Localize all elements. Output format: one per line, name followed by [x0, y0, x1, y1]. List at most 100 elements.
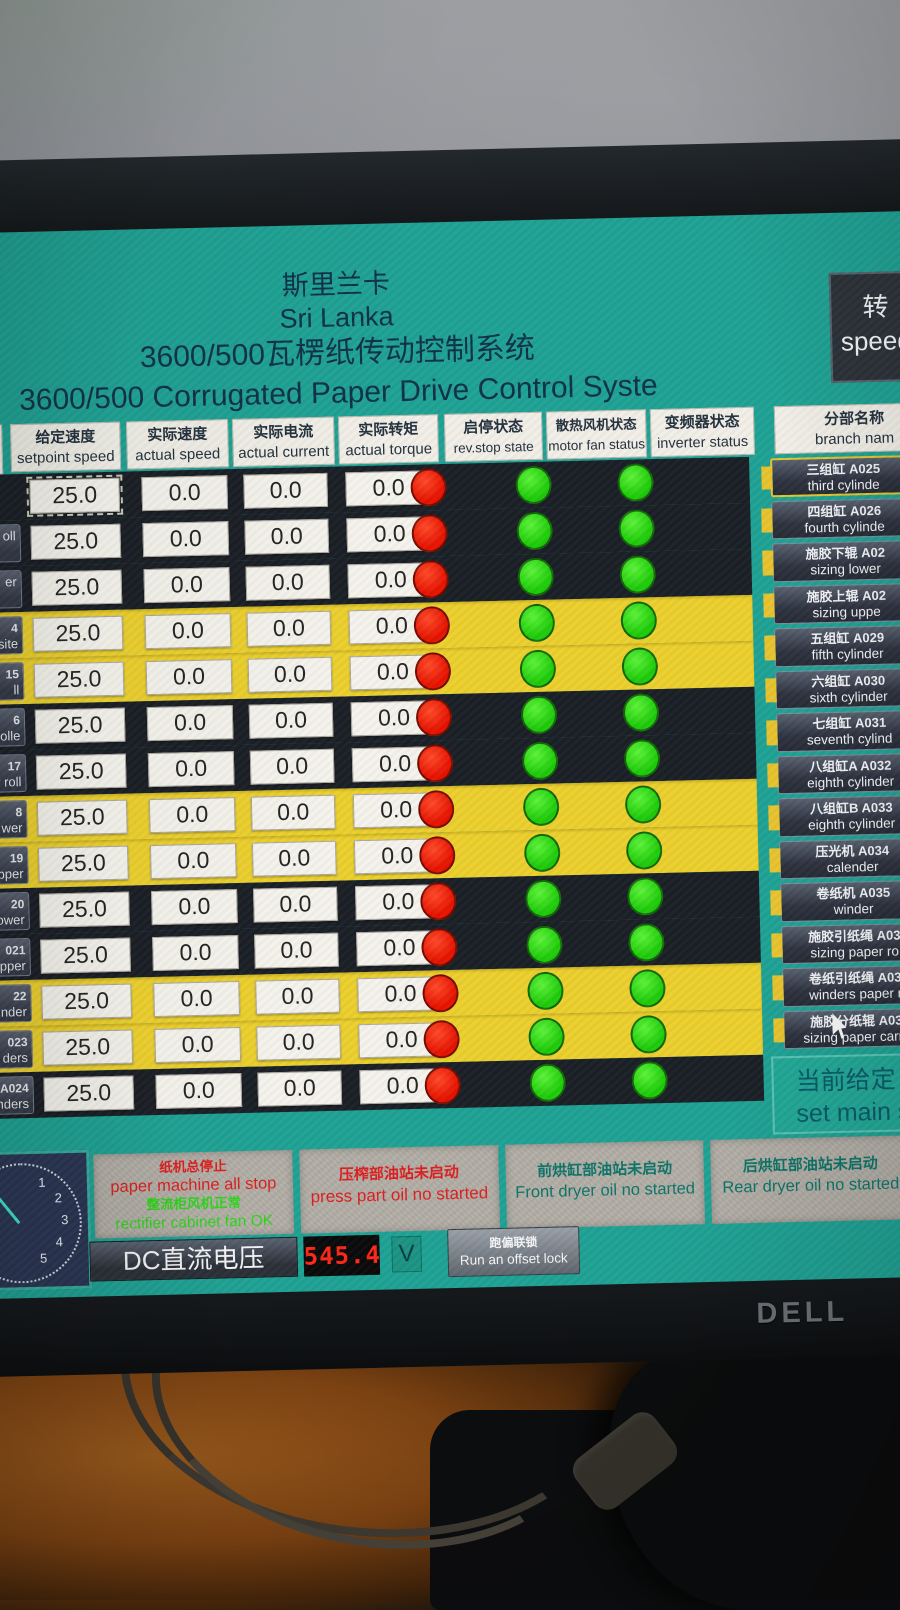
- inverter-indicator: [618, 509, 656, 548]
- left-branch-partial-button[interactable]: 19 pper: [0, 845, 29, 886]
- branch-name-en: calender: [826, 858, 879, 875]
- branch-name-zh: 施胶下辊 A02: [805, 544, 886, 562]
- clock-number: 1: [38, 1174, 46, 1190]
- actual-current-value: 0.0: [250, 794, 336, 831]
- column-header-actual-speed: 实际速度 actual speed: [125, 419, 230, 470]
- setpoint-speed-field[interactable]: 25.0: [36, 799, 128, 836]
- setpoint-speed-field[interactable]: 25.0: [26, 474, 124, 518]
- offset-lock-label-en: Run an offset lock: [459, 1250, 568, 1268]
- setpoint-speed-field[interactable]: 25.0: [33, 661, 125, 698]
- motor-fan-indicator: [520, 695, 558, 735]
- speed-button[interactable]: 转 speed: [828, 270, 900, 383]
- actual-current-value: 0.0: [243, 472, 329, 509]
- branch-name-button[interactable]: 五组缸 A029 fifth cylinder: [774, 624, 900, 667]
- left-branch-partial-button[interactable]: 023 ders: [0, 1029, 34, 1070]
- setpoint-speed-field[interactable]: 25.0: [43, 1075, 135, 1112]
- actual-current-value: 0.0: [248, 702, 334, 739]
- inverter-indicator: [623, 739, 661, 778]
- branch-name-button[interactable]: 施胶下辊 A02 sizing lower: [772, 539, 900, 582]
- motor-fan-indicator: [523, 833, 561, 873]
- dell-logo: DELL: [756, 1295, 849, 1330]
- actual-current-value: 0.0: [249, 748, 335, 785]
- left-branch-partial-code: [0, 482, 14, 484]
- rev-stop-indicator: [416, 743, 454, 783]
- left-branch-partial-button[interactable]: A024 linders: [0, 1075, 35, 1116]
- rev-stop-indicator: [421, 927, 458, 967]
- setpoint-speed-field[interactable]: 25.0: [41, 983, 133, 1020]
- actual-speed-value: 0.0: [152, 935, 239, 972]
- branch-name-button[interactable]: 七组缸 A031 seventh cylind: [776, 709, 900, 752]
- actual-current-value: 0.0: [254, 932, 339, 969]
- setpoint-speed-field[interactable]: 25.0: [40, 937, 131, 974]
- branch-name-button[interactable]: 八组缸A A032 eighth cylinder: [777, 752, 900, 795]
- setpoint-speed-field[interactable]: 25.0: [42, 1029, 134, 1066]
- branch-name-button[interactable]: 四组缸 A026 fourth cylinde: [771, 497, 900, 540]
- actual-speed-value: 0.0: [146, 705, 234, 742]
- front-dryer-oil-status-panel: 前烘缸部油站未启动 Front dryer oil no started: [504, 1140, 706, 1229]
- left-branch-partial-button[interactable]: 8 wer: [0, 799, 28, 840]
- branch-name-en: fifth cylinder: [811, 645, 884, 663]
- branch-name-button[interactable]: 施胶上辊 A02 sizing uppe: [773, 582, 900, 625]
- column-header-actual-current: 实际电流 actual current: [231, 416, 336, 468]
- setpoint-speed-field[interactable]: 25.0: [39, 891, 130, 928]
- actual-speed-value: 0.0: [149, 843, 237, 880]
- actual-speed-value: 0.0: [155, 1073, 243, 1110]
- setpoint-speed-field[interactable]: 25.0: [32, 615, 124, 652]
- branch-name-en: seventh cylind: [806, 730, 893, 748]
- branch-name-button[interactable]: 六组缸 A030 sixth cylinder: [775, 667, 900, 710]
- left-branch-partial-button[interactable]: 6 rolle: [0, 708, 26, 748]
- left-branch-partial-name: upper: [0, 958, 26, 974]
- rev-stop-indicator: [413, 605, 451, 645]
- inverter-indicator: [619, 555, 657, 594]
- left-branch-partial-button[interactable]: er: [0, 570, 23, 611]
- branch-name-en: third cylinde: [807, 476, 880, 494]
- inverter-indicator: [617, 463, 655, 502]
- branch-name-zh: 压光机 A034: [815, 842, 890, 859]
- paper-machine-status-panel: 纸机总停止 paper machine all stop 整流柜风机正常 rec…: [93, 1149, 294, 1239]
- motor-fan-indicator: [522, 787, 560, 827]
- actual-speed-value: 0.0: [143, 567, 231, 604]
- left-branch-partial-button[interactable]: 4 site: [0, 616, 24, 656]
- setpoint-speed-field[interactable]: 25.0: [34, 707, 126, 744]
- column-header-setpoint-speed: 给定速度 setpoint speed: [10, 421, 122, 473]
- hmi-screen: 斯里兰卡 Sri Lanka 3600/500瓦楞纸传动控制系统 3600/50…: [0, 211, 900, 1299]
- branch-name-button[interactable]: 卷纸引纸绳 A03 winders paper r: [782, 964, 900, 1007]
- page-title: 斯里兰卡 Sri Lanka 3600/500瓦楞纸传动控制系统 3600/50…: [0, 260, 686, 422]
- left-branch-partial-name: lower: [0, 912, 25, 928]
- left-branch-partial-button[interactable]: 021 upper: [0, 937, 32, 978]
- rev-stop-indicator: [422, 973, 459, 1013]
- branch-name-en: winders paper r: [808, 985, 900, 1003]
- left-branch-partial-button[interactable]: 17 r roll: [0, 753, 27, 794]
- actual-speed-value: 0.0: [145, 659, 233, 696]
- setpoint-speed-field[interactable]: 25.0: [31, 569, 123, 606]
- inverter-indicator: [621, 647, 659, 686]
- speed-button-label-zh: 转: [862, 291, 889, 323]
- offset-lock-button[interactable]: 跑偏联锁 Run an offset lock: [447, 1226, 581, 1278]
- clock-number: 4: [55, 1234, 64, 1250]
- left-branch-partial-button[interactable]: 20 lower: [0, 891, 30, 932]
- motor-fan-indicator: [529, 1063, 567, 1103]
- monitor-bezel: 斯里兰卡 Sri Lanka 3600/500瓦楞纸传动控制系统 3600/50…: [0, 138, 900, 1378]
- left-branch-partial-button[interactable]: 22 cylinder: [0, 983, 33, 1024]
- setpoint-speed-field[interactable]: 25.0: [37, 845, 129, 882]
- actual-speed-value: 0.0: [153, 981, 240, 1018]
- branch-name-zh: 卷纸机 A035: [816, 884, 891, 902]
- status-text: press part oil no started: [310, 1183, 489, 1207]
- branch-name-button[interactable]: 卷纸机 A035 winder: [780, 879, 900, 922]
- clock-number: 3: [60, 1212, 69, 1228]
- setpoint-speed-field[interactable]: 25.0: [30, 523, 122, 560]
- branch-name-button[interactable]: 施胶引纸绳 A03 sizing paper ro: [781, 922, 900, 965]
- actual-speed-value: 0.0: [147, 751, 235, 788]
- left-branch-partial-button[interactable]: 15 ll: [0, 662, 25, 702]
- set-main-speed-panel[interactable]: 当前给定 set main s: [771, 1052, 900, 1135]
- motor-fan-indicator: [516, 511, 554, 551]
- status-strip: 纸机总停止 paper machine all stop 整流柜风机正常 rec…: [93, 1135, 900, 1239]
- branch-name-button[interactable]: 压光机 A034 calender: [779, 837, 900, 880]
- setpoint-speed-field[interactable]: 25.0: [35, 753, 127, 790]
- left-branch-partial-button[interactable]: oll: [0, 524, 22, 565]
- left-branch-partial-button[interactable]: [0, 478, 20, 518]
- branch-name-button[interactable]: 三组缸 A025 third cylinde: [770, 454, 900, 497]
- motor-fan-indicator: [517, 557, 555, 597]
- branch-name-button[interactable]: 八组缸B A033 eighth cylinder: [778, 794, 900, 837]
- rev-stop-indicator: [411, 513, 449, 553]
